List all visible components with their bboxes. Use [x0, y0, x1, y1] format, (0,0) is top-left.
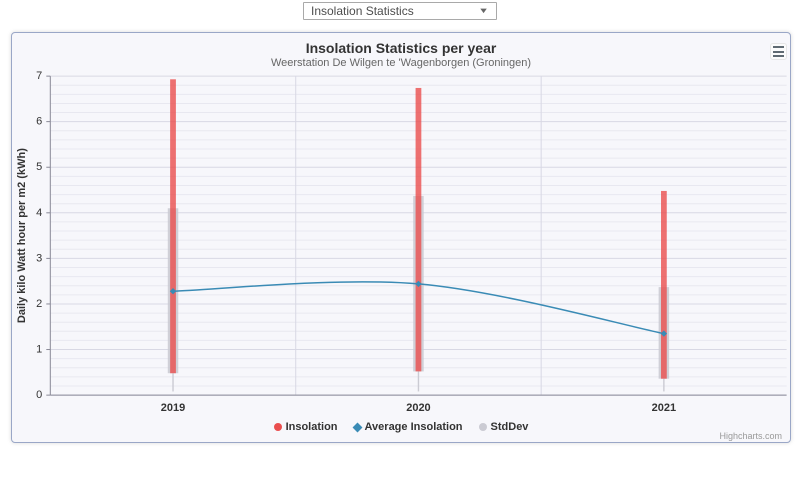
svg-text:7: 7	[36, 70, 42, 82]
svg-text:2021: 2021	[652, 402, 676, 414]
svg-text:2020: 2020	[406, 402, 430, 414]
svg-text:2019: 2019	[161, 402, 185, 414]
svg-text:4: 4	[36, 207, 42, 219]
svg-text:2: 2	[36, 298, 42, 310]
svg-text:1: 1	[36, 344, 42, 356]
svg-text:3: 3	[36, 252, 42, 264]
svg-text:6: 6	[36, 116, 42, 128]
svg-text:5: 5	[36, 161, 42, 173]
svg-text:Daily kilo Watt hour per m2 (k: Daily kilo Watt hour per m2 (kWh)	[16, 148, 28, 323]
svg-text:0: 0	[36, 389, 42, 401]
